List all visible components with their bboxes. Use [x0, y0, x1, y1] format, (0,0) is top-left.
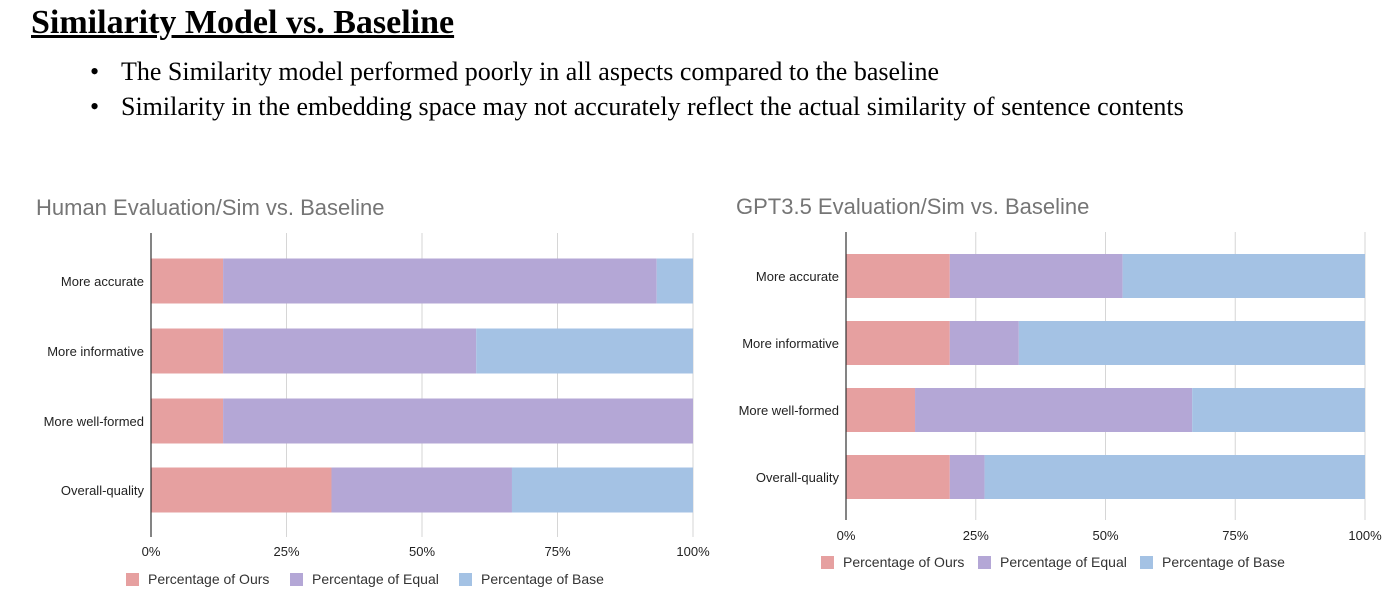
x-tick-label: 0% [142, 544, 161, 559]
bullet-item: • Similarity in the embedding space may n… [90, 89, 1184, 124]
bullet-list: • The Similarity model performed poorly i… [90, 54, 1184, 124]
chart-title: GPT3.5 Evaluation/Sim vs. Baseline [736, 194, 1089, 219]
legend-swatch [821, 556, 834, 569]
x-tick-label: 50% [1092, 528, 1118, 543]
bar-segment [949, 254, 1123, 298]
bullet-text: Similarity in the embedding space may no… [121, 92, 1184, 121]
bar-segment [1122, 254, 1365, 298]
legend-label: Percentage of Equal [312, 571, 439, 587]
bar-segment [949, 321, 1019, 365]
legend-label: Percentage of Equal [1000, 554, 1127, 570]
legend-swatch [1140, 556, 1153, 569]
x-tick-label: 100% [1348, 528, 1382, 543]
legend-swatch [290, 573, 303, 586]
bar-segment [1192, 388, 1365, 432]
category-label: More informative [742, 336, 839, 351]
category-label: More informative [47, 344, 144, 359]
legend-label: Percentage of Ours [843, 554, 964, 570]
slide-title: Similarity Model vs. Baseline [31, 4, 455, 41]
bar-segment [151, 258, 224, 304]
bar-segment [476, 328, 693, 374]
bar-segment [1018, 321, 1365, 365]
x-tick-label: 0% [837, 528, 856, 543]
bar-segment [846, 321, 950, 365]
bar-segment [151, 398, 224, 444]
category-label: More well-formed [739, 403, 839, 418]
bar-segment [223, 258, 657, 304]
gpt35-evaluation-chart: GPT3.5 Evaluation/Sim vs. Baseline 0% 25% 5… [736, 194, 1382, 570]
bar-segment [656, 258, 693, 304]
bar-segment [846, 254, 950, 298]
category-label: Overall-quality [756, 470, 840, 485]
bullet-item: • The Similarity model performed poorly i… [90, 54, 1184, 89]
legend-swatch [126, 573, 139, 586]
bar-segment [915, 388, 1193, 432]
x-tick-label: 75% [544, 544, 570, 559]
bar-segment [151, 467, 332, 513]
chart-title: Human Evaluation/Sim vs. Baseline [36, 195, 385, 220]
bullet-dot: • [90, 92, 100, 121]
legend-swatch [459, 573, 472, 586]
x-tick-label: 25% [273, 544, 299, 559]
category-label: More accurate [756, 269, 839, 284]
bar-segment [949, 455, 985, 499]
category-label: Overall-quality [61, 483, 145, 498]
bar-segment [331, 467, 512, 513]
legend-label: Percentage of Base [481, 571, 604, 587]
bar-segment [223, 328, 477, 374]
human-evaluation-chart: Human Evaluation/Sim vs. Baseline 0% 25% 50… [36, 195, 710, 587]
category-label: More well-formed [44, 414, 144, 429]
bar-segment [846, 388, 916, 432]
bar-segment [511, 467, 693, 513]
legend-swatch [978, 556, 991, 569]
bar-segment [846, 455, 950, 499]
bar-segment [984, 455, 1365, 499]
x-tick-label: 25% [963, 528, 989, 543]
bullet-text: The Similarity model performed poorly in… [121, 57, 940, 86]
legend-label: Percentage of Base [1162, 554, 1285, 570]
bullet-dot: • [90, 57, 100, 86]
category-label: More accurate [61, 274, 144, 289]
legend-label: Percentage of Ours [148, 571, 269, 587]
x-tick-label: 50% [409, 544, 435, 559]
bar-segment [151, 328, 224, 374]
bar-segment [223, 398, 693, 444]
x-tick-label: 75% [1222, 528, 1248, 543]
x-tick-label: 100% [676, 544, 710, 559]
